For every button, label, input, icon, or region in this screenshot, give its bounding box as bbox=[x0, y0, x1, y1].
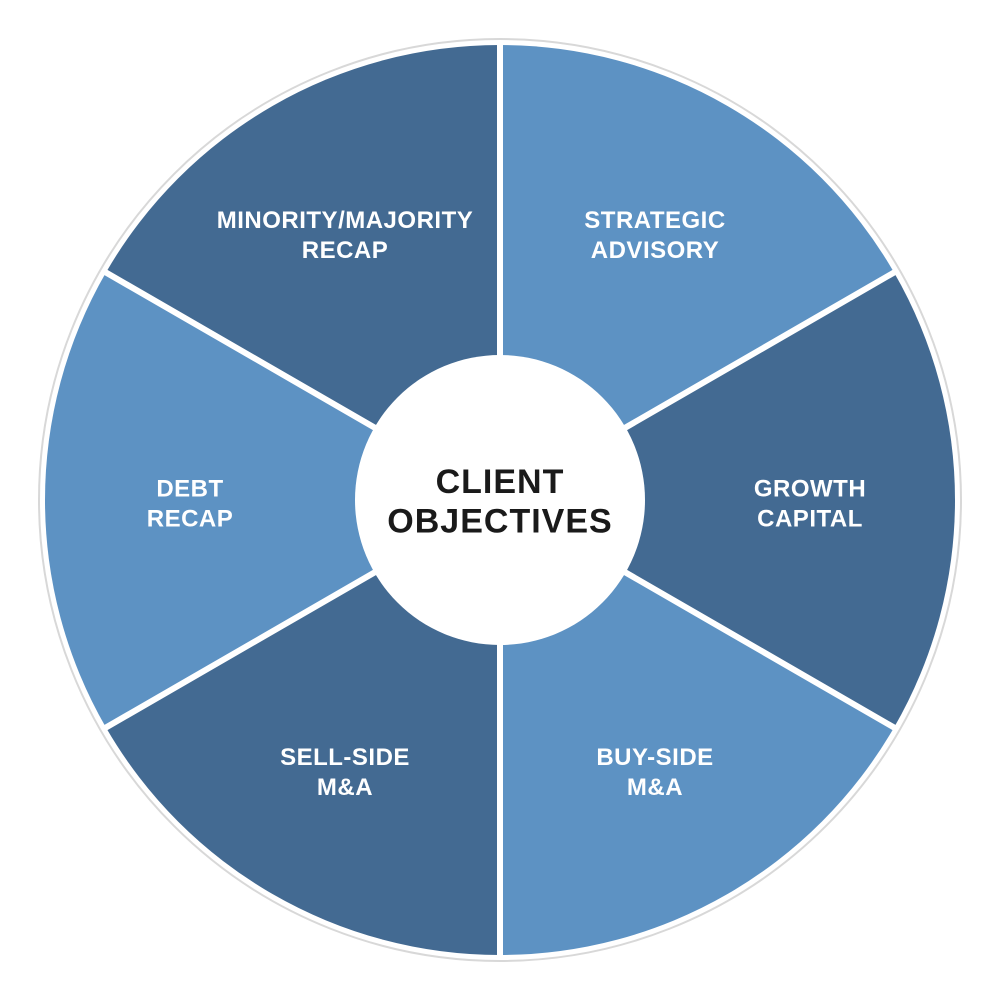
client-objectives-wheel: STRATEGICADVISORYGROWTHCAPITALBUY-SIDEM&… bbox=[20, 20, 980, 980]
chart-container: STRATEGICADVISORYGROWTHCAPITALBUY-SIDEM&… bbox=[0, 0, 1000, 1000]
